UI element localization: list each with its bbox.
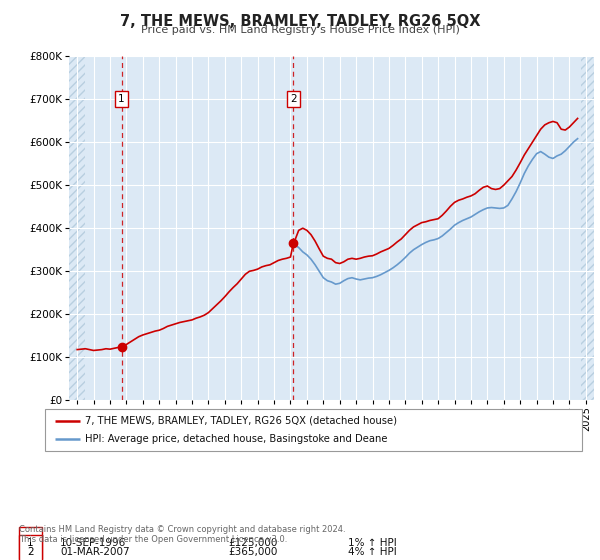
FancyBboxPatch shape: [45, 409, 582, 451]
Text: 10-SEP-1996: 10-SEP-1996: [60, 538, 126, 548]
Text: 2: 2: [290, 94, 296, 104]
Text: £365,000: £365,000: [228, 547, 277, 557]
Text: 1: 1: [27, 538, 34, 548]
FancyBboxPatch shape: [19, 535, 42, 560]
Text: Price paid vs. HM Land Registry's House Price Index (HPI): Price paid vs. HM Land Registry's House …: [140, 25, 460, 35]
FancyBboxPatch shape: [19, 527, 42, 559]
Text: 7, THE MEWS, BRAMLEY, TADLEY, RG26 5QX: 7, THE MEWS, BRAMLEY, TADLEY, RG26 5QX: [120, 14, 480, 29]
Bar: [69, 56, 85, 400]
Text: 1: 1: [118, 94, 125, 104]
Text: 2: 2: [27, 547, 34, 557]
Text: 1% ↑ HPI: 1% ↑ HPI: [348, 538, 397, 548]
Text: HPI: Average price, detached house, Basingstoke and Deane: HPI: Average price, detached house, Basi…: [85, 434, 388, 444]
Text: 01-MAR-2007: 01-MAR-2007: [60, 547, 130, 557]
Text: £125,000: £125,000: [228, 538, 277, 548]
Bar: [581, 56, 594, 400]
Text: Contains HM Land Registry data © Crown copyright and database right 2024.
This d: Contains HM Land Registry data © Crown c…: [19, 525, 346, 544]
Text: 7, THE MEWS, BRAMLEY, TADLEY, RG26 5QX (detached house): 7, THE MEWS, BRAMLEY, TADLEY, RG26 5QX (…: [85, 416, 397, 426]
Text: 4% ↑ HPI: 4% ↑ HPI: [348, 547, 397, 557]
